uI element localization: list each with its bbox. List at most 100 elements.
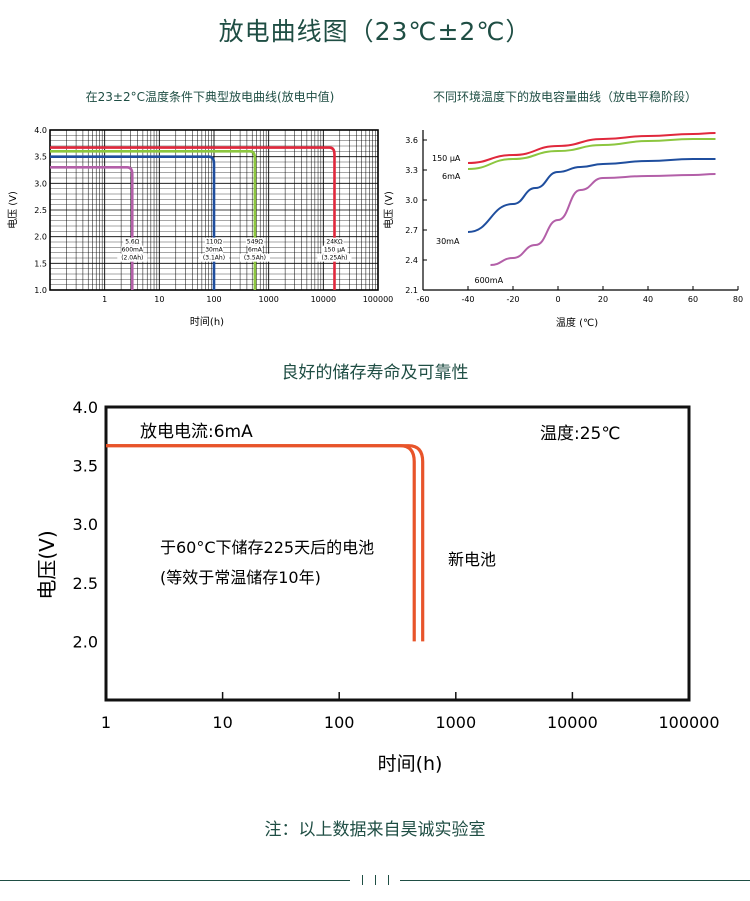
chart3-y-tick: 3.0 <box>73 515 98 534</box>
chart1-annotation-3: (3.5Ah) <box>239 253 270 262</box>
chart2-temperature-curve: 2.1 2.4 2.7 3.0 3.3 3.6 -60 -40 -20 0 20 40 60 80 温度 (… <box>382 130 743 329</box>
chart1-annotation-bg <box>199 253 229 262</box>
footer-divider-right <box>400 880 750 881</box>
chart2-series-label-2: 6mA <box>442 172 461 181</box>
chart1-x-tick: 1 <box>102 295 107 304</box>
chart3-x-tick: 100 <box>324 713 355 732</box>
chart1-annotation-bg <box>123 237 142 246</box>
chart1-x-tick: 1000 <box>258 295 278 304</box>
chart3-y-tick: 2.5 <box>73 574 98 593</box>
chart3-x-tick: 1000 <box>435 713 476 732</box>
chart2-x-tick: 0 <box>555 295 560 304</box>
chart2-y-tick: 2.7 <box>405 226 418 235</box>
chart1-annotation-1: 5.6Ω <box>123 237 142 246</box>
chart2-y-tick: 2.1 <box>405 286 418 295</box>
chart3-storage-life: 2.0 2.5 3.0 3.5 4.0 1 10 100 1000 10000 100000 时间(h… <box>35 398 720 775</box>
chart1-annotation-2: (3.1Ah) <box>199 253 229 262</box>
chart2-x-tick: 40 <box>643 295 653 304</box>
chart2-series-label-3: 30mA <box>436 237 460 246</box>
chart1-y-tick: 2.5 <box>34 206 47 215</box>
chart1-annotation-text: (3.25Ah) <box>322 255 348 262</box>
chart1-annotation-4: 24KΩ <box>325 237 344 246</box>
chart3-x-tick: 10000 <box>547 713 598 732</box>
chart2-series-line-3 <box>467 158 716 233</box>
chart1-annotation-text: 5.6Ω <box>125 239 140 246</box>
chart1-y-tick: 3.0 <box>34 179 47 188</box>
section-title: 良好的储存寿命及可靠性 <box>281 363 469 383</box>
chart3-series-line-2 <box>106 444 425 642</box>
chart3-y-tick: 2.0 <box>73 632 98 651</box>
chart2-x-tick: 60 <box>688 295 698 304</box>
footnote: 注：以上数据来自昊诚实验室 <box>264 820 486 840</box>
chart1-x-tick: 100000 <box>363 295 394 304</box>
chart1-annotation-bg <box>247 245 262 254</box>
chart1-y-label: 电压 (V) <box>6 191 19 229</box>
page-title: 放电曲线图（23℃±2℃） <box>218 17 532 46</box>
chart3-y-tick: 3.5 <box>73 457 98 476</box>
chart1-annotation-text: 30mA <box>205 247 223 254</box>
chart1-discharge-curve: 1.0 1.5 2.0 2.5 3.0 3.5 4.0 1 10 100 1000 10000 1000… <box>6 126 393 328</box>
chart1-annotation-4: 150 μA <box>321 245 348 254</box>
chart1-annotation-text: 110Ω <box>206 239 222 246</box>
footer-divider-left <box>0 880 350 881</box>
chart1-y-tick: 1.0 <box>34 286 47 295</box>
chart3-y-label: 电压(V) <box>35 530 59 599</box>
chart3-current-label: 放电电流:6mA <box>140 422 253 442</box>
chart1-y-tick: 1.5 <box>34 259 47 268</box>
chart2-y-label: 电压 (V) <box>382 191 395 229</box>
chart2-x-tick: -20 <box>506 295 519 304</box>
chart1-series-line-1 <box>50 166 134 290</box>
chart2-x-tick: -60 <box>416 295 429 304</box>
chart2-series-label-1: 150 μA <box>432 154 461 163</box>
chart1-annotation-bg <box>205 245 223 254</box>
chart2-title: 不同环境温度下的放电容量曲线（放电平稳阶段） <box>432 90 697 104</box>
chart1-x-tick: 100 <box>206 295 221 304</box>
chart2-series-line-2 <box>467 138 716 170</box>
footer-tick-3 <box>388 875 389 885</box>
chart1-annotation-1: (2.0Ah) <box>117 253 148 262</box>
chart2-x-tick: -40 <box>461 295 474 304</box>
chart1-series-line-3 <box>50 150 257 290</box>
chart3-stored-note: (等效于常温储存10年) <box>160 568 321 587</box>
chart1-x-tick: 10 <box>154 295 164 304</box>
chart1-y-tick: 3.5 <box>34 153 47 162</box>
footer-tick-1 <box>362 875 363 885</box>
chart1-annotation-text: 549Ω <box>247 239 263 246</box>
chart1-annotation-3: 549Ω <box>245 237 264 246</box>
chart3-x-tick: 10 <box>212 713 232 732</box>
footer-tick-2 <box>375 875 376 885</box>
chart1-annotation-text: 150 μA <box>324 247 346 254</box>
chart2-x-tick: 80 <box>733 295 743 304</box>
chart1-annotation-4: (3.25Ah) <box>317 253 352 262</box>
chart2-series-label-4: 600mA <box>475 276 504 285</box>
chart1-y-tick: 4.0 <box>34 126 47 135</box>
chart1-title: 在23±2°C温度条件下典型放电曲线(放电中值) <box>85 90 335 104</box>
chart1-series-line-4 <box>50 146 336 290</box>
chart2-series-line-4 <box>490 173 716 266</box>
chart3-x-tick: 100000 <box>658 713 719 732</box>
chart1-x-label: 时间(h) <box>190 315 224 328</box>
chart1-annotation-bg <box>245 237 264 246</box>
chart1-annotation-text: (2.0Ah) <box>121 255 143 262</box>
chart1-annotation-text: (3.5Ah) <box>244 255 266 262</box>
chart1-annotation-bg <box>239 253 270 262</box>
chart1-annotation-2: 110Ω <box>205 237 223 246</box>
chart1-annotation-bg <box>117 253 148 262</box>
chart3-new-label: 新电池 <box>448 550 496 569</box>
chart1-annotation-bg <box>205 237 223 246</box>
chart3-frame <box>104 405 691 702</box>
chart3-x-tick: 1 <box>101 713 111 732</box>
chart2-x-tick: 20 <box>598 295 608 304</box>
chart3-y-tick: 4.0 <box>73 398 98 417</box>
chart1-annotation-text: 24KΩ <box>326 239 343 246</box>
chart3-temperature-label: 温度:25℃ <box>540 424 620 444</box>
chart1-annotation-text: 6mA <box>248 247 263 254</box>
chart1-annotation-bg <box>321 245 348 254</box>
chart1-y-tick: 2.0 <box>34 233 47 242</box>
chart1-annotation-text: (3.1Ah) <box>203 255 225 262</box>
chart2-y-tick: 3.3 <box>405 166 418 175</box>
chart2-y-tick: 3.0 <box>405 196 418 205</box>
chart1-annotation-1: 600mA <box>121 245 144 254</box>
chart2-series-line-1 <box>467 132 716 164</box>
chart1-annotation-2: 30mA <box>205 245 224 254</box>
